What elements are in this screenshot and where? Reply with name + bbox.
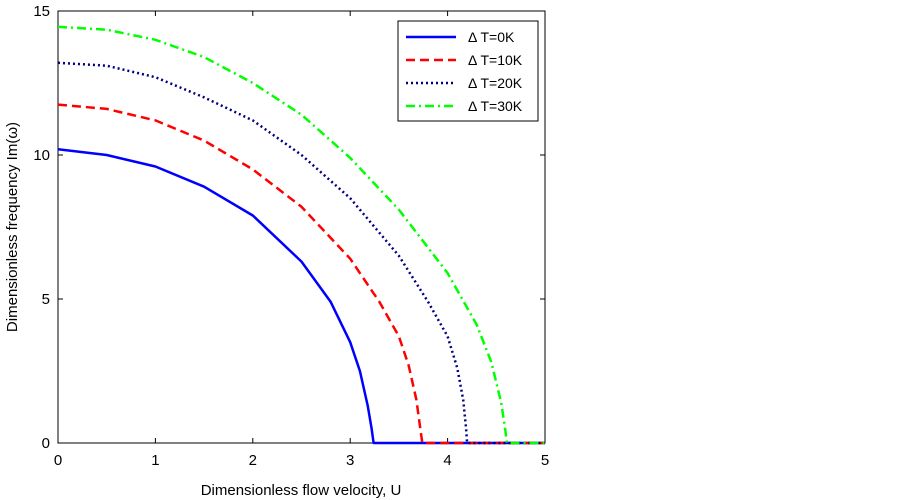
x-tick-label: 4 [443,452,451,469]
x-tick-label: 5 [541,452,549,469]
legend-label-1: Δ T=10K [468,52,523,68]
legend-label-3: Δ T=30K [468,98,523,114]
x-tick-label: 2 [249,452,257,469]
y-axis-title: Dimensionless frequency Im(ω) [4,122,21,332]
y-tick-label: 0 [42,435,50,452]
y-tick-label: 10 [33,147,50,164]
y-tick-label: 5 [42,291,50,308]
series-line-1 [57,103,545,445]
x-tick-label: 3 [346,452,354,469]
x-tick-label: 0 [54,452,62,469]
y-tick-label: 15 [33,3,50,20]
series-layer [57,25,545,445]
axis-ticks: 0 1 2 3 4 5 0 5 10 15 [33,3,549,469]
x-tick-label: 1 [151,452,159,469]
series-line-2 [57,61,545,445]
x-axis-title: Dimensionless flow velocity, U [201,482,402,499]
legend-label-2: Δ T=20K [468,75,523,91]
series-line-0 [57,147,545,445]
legend-label-0: Δ T=0K [468,29,515,45]
legend: Δ T=0K Δ T=10K Δ T=20K Δ T=30K [397,20,539,122]
series-line-3 [57,25,545,445]
